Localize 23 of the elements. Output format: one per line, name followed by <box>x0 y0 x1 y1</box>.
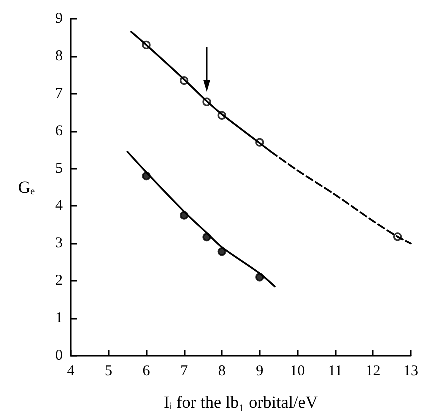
x-tick-label: 5 <box>105 364 113 380</box>
y-tick-label: 7 <box>56 86 64 102</box>
y-tick-label: 3 <box>56 236 63 252</box>
x-tick-label: 10 <box>290 364 306 380</box>
x-tick-label: 8 <box>218 364 226 380</box>
y-tick-label: 8 <box>56 48 63 64</box>
x-tick-label: 4 <box>67 364 76 380</box>
x-tick-label: 12 <box>366 364 381 380</box>
x-tick-label: 13 <box>404 364 418 380</box>
x-tick-label: 11 <box>328 364 343 380</box>
y-tick-label: 2 <box>56 273 63 290</box>
y-tick-label: 4 <box>56 198 64 214</box>
y-tick-label: 9 <box>56 11 63 27</box>
x-tick-label: 9 <box>256 364 264 380</box>
x-tick-label: 6 <box>142 364 151 380</box>
y-axis-title: Gₑ <box>18 178 36 197</box>
x-tick-label: 7 <box>180 364 189 380</box>
y-tick-label: 6 <box>56 123 64 140</box>
line-series <box>126 151 276 288</box>
y-tick-label: 5 <box>56 160 63 177</box>
x-axis-title: Iᵢ for the lb₁ orbital/eV <box>164 393 319 412</box>
y-tick-label: 0 <box>56 348 63 364</box>
y-tick-label: 1 <box>56 310 63 327</box>
